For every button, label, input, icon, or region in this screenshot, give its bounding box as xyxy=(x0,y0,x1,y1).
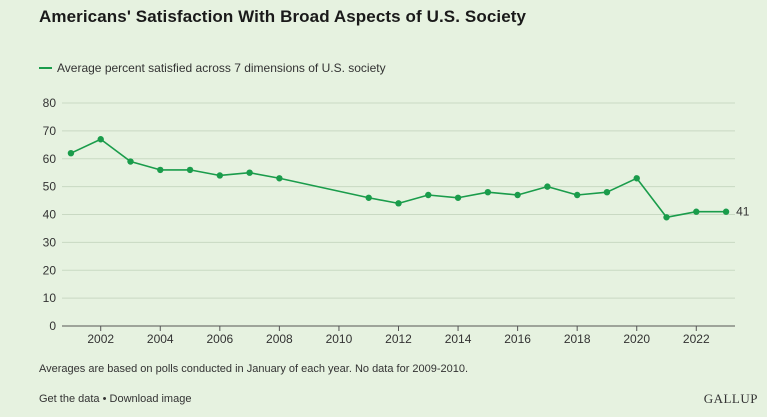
footer-separator: • xyxy=(99,393,110,405)
chart-note: Averages are based on polls conducted in… xyxy=(39,363,469,375)
x-tick-label: 2008 xyxy=(266,332,293,346)
data-point xyxy=(365,194,372,201)
x-tick-label: 2014 xyxy=(445,332,472,346)
data-point xyxy=(484,189,492,196)
data-point xyxy=(514,191,521,199)
data-point xyxy=(454,194,462,201)
y-tick-label: 70 xyxy=(43,124,57,138)
data-point xyxy=(67,149,75,157)
data-point xyxy=(276,175,283,182)
download-image-link[interactable]: Download image xyxy=(109,393,192,405)
data-point xyxy=(97,136,104,143)
end-value-label: 41 xyxy=(736,205,750,219)
chart-legend: Average percent satisfied across 7 dimen… xyxy=(39,61,386,75)
grid-layer xyxy=(62,102,735,299)
x-tick-label: 2012 xyxy=(385,332,412,346)
get-data-link[interactable]: Get the data xyxy=(39,393,100,405)
data-point xyxy=(395,200,402,207)
x-tick-label: 2004 xyxy=(147,332,174,346)
series-layer: 41 xyxy=(67,136,750,221)
footer-links: Get the data • Download image xyxy=(39,393,191,405)
data-point xyxy=(127,158,134,165)
data-point xyxy=(216,172,224,179)
y-tick-label: 0 xyxy=(49,319,56,333)
x-tick-label: 2022 xyxy=(683,332,710,346)
y-tick-label: 10 xyxy=(43,291,57,305)
data-point xyxy=(663,214,670,221)
x-tick-label: 2016 xyxy=(504,332,531,346)
legend-swatch xyxy=(39,67,52,69)
data-point xyxy=(186,166,194,174)
data-point xyxy=(544,183,551,190)
chart-title: Americans' Satisfaction With Broad Aspec… xyxy=(39,7,527,26)
x-tick-label: 2020 xyxy=(623,332,650,346)
x-tick-label: 2010 xyxy=(326,332,353,346)
data-point xyxy=(157,166,164,174)
y-tick-label: 40 xyxy=(43,208,57,222)
y-tick-label: 50 xyxy=(43,180,57,194)
data-point xyxy=(246,169,253,176)
data-point xyxy=(722,208,730,215)
data-point xyxy=(573,191,581,199)
y-tick-label: 30 xyxy=(43,235,57,249)
x-tick-label: 2006 xyxy=(206,332,233,346)
data-point xyxy=(633,175,640,182)
data-point xyxy=(603,189,611,196)
axis-layer: 0 10 20 30 40 50 60 70 80 2002 2004 2006 2008 2010 201… xyxy=(43,96,735,346)
data-point xyxy=(425,191,432,199)
legend-label: Average percent satisfied across 7 dimen… xyxy=(57,61,386,75)
data-point xyxy=(693,208,700,215)
y-tick-label: 20 xyxy=(43,263,57,277)
y-tick-label: 80 xyxy=(43,96,57,110)
y-tick-label: 60 xyxy=(43,152,57,166)
gallup-logo: GALLUP xyxy=(703,391,758,406)
x-tick-label: 2002 xyxy=(87,332,114,346)
x-tick-label: 2018 xyxy=(564,332,591,346)
